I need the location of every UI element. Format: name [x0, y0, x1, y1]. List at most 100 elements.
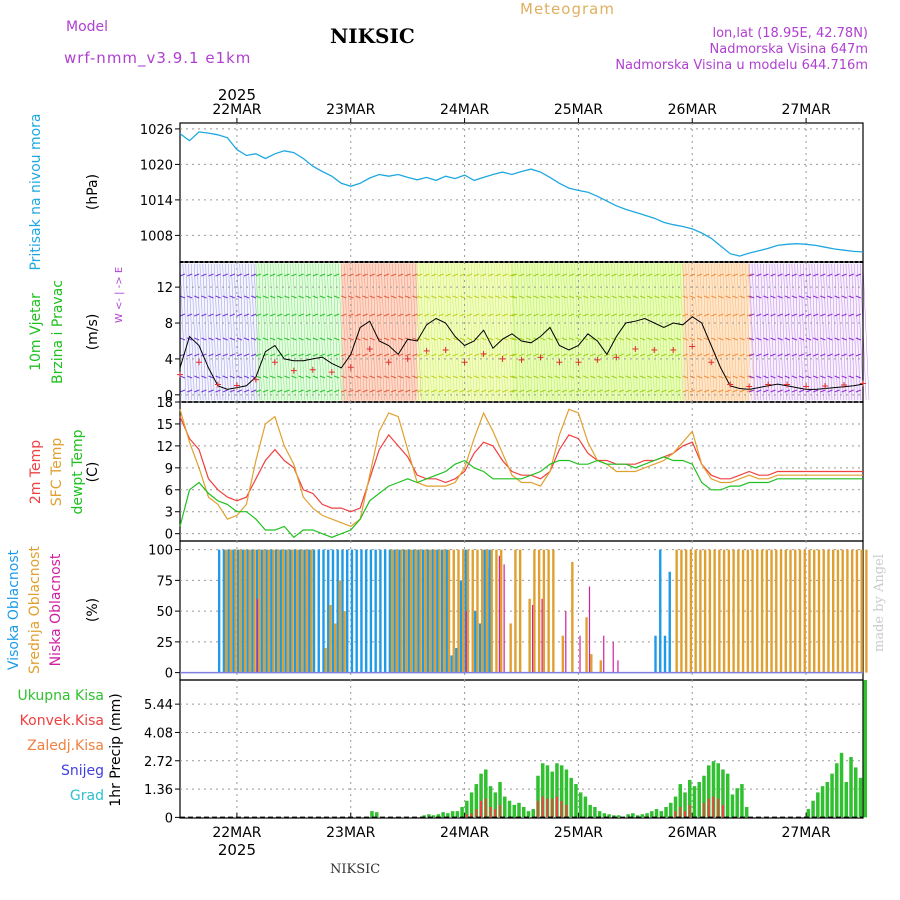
gust-marker [404, 355, 411, 362]
mid-cloud-bar [737, 549, 740, 673]
wind-barb [784, 337, 790, 341]
precip-total-bar [730, 794, 735, 818]
high-cloud-bar [241, 549, 245, 673]
mid-cloud-bar [296, 549, 299, 673]
wind-barb [186, 295, 193, 299]
precip-total-bar [374, 812, 379, 818]
precip-total-bar [370, 811, 374, 818]
wind-barb [333, 313, 340, 317]
wind-barb [805, 295, 812, 299]
wind-barb [646, 353, 653, 357]
temp-axis-label: SFC Temp [49, 438, 65, 507]
wind-barb [262, 389, 269, 393]
gust-marker [290, 367, 297, 374]
precip-total-bar [683, 792, 687, 818]
mid-cloud-bar [343, 611, 346, 673]
wind-barb [445, 389, 451, 393]
mid-cloud-bar [552, 549, 555, 673]
gust-marker [328, 369, 335, 376]
wind-barb [639, 295, 646, 299]
mid-cloud-bar [443, 549, 446, 673]
wind-barb [397, 389, 404, 393]
wind-barb [390, 337, 397, 341]
precip-total-bar [811, 800, 815, 818]
wind-barb [229, 295, 236, 299]
day-label-bottom: 24MAR [440, 825, 489, 841]
gust-marker [423, 347, 430, 354]
wind-barb [284, 313, 290, 317]
precip-conv-bar [480, 800, 483, 818]
high-cloud-bar [383, 549, 387, 673]
precip-total-bar [697, 781, 701, 818]
wind-barb [355, 389, 361, 393]
wind-barb [291, 353, 297, 357]
wind-barb [312, 295, 319, 299]
wind-barb [431, 353, 437, 357]
wind-barb [689, 313, 696, 317]
high-cloud-bar [251, 549, 254, 673]
wind-barb [682, 353, 688, 357]
wind-barb [305, 295, 311, 299]
wind-barb [526, 273, 532, 277]
wind-barb [341, 375, 347, 379]
mid-cloud-bar [239, 549, 242, 673]
high-cloud-bar [346, 549, 349, 673]
mid-cloud-bar [224, 549, 228, 673]
mid-cloud-bar [433, 549, 436, 673]
wind-barb [834, 353, 840, 357]
high-cloud-bar [436, 549, 439, 673]
wind-barb [748, 273, 755, 277]
high-cloud-bar [308, 549, 311, 673]
day-label-bottom: 26MAR [668, 825, 717, 841]
wind-barb [703, 273, 710, 277]
wind-barb [208, 389, 214, 393]
wind-barb [763, 273, 769, 277]
wind-barb [319, 313, 326, 317]
precip-conv-bar [674, 811, 677, 818]
wind-barb [732, 337, 738, 341]
wind-barb [661, 353, 667, 357]
wind-barb [756, 375, 762, 379]
precip-total-bar [588, 804, 592, 818]
wind-barb [725, 389, 731, 393]
wind-barb [405, 389, 411, 393]
precip-total-bar [493, 792, 498, 818]
wind-barb [841, 273, 847, 277]
wind-barb [438, 273, 444, 277]
mid-cloud-bar [272, 549, 275, 673]
wind-barb [326, 353, 333, 357]
wind-barb [424, 295, 430, 299]
wind-barb [748, 295, 755, 299]
wind-barb [431, 313, 437, 317]
precip-conv-bar [565, 804, 568, 818]
high-cloud-bar [398, 549, 401, 673]
wind-barb [526, 389, 532, 393]
wind-barb [243, 353, 250, 357]
wind-barb [763, 375, 769, 379]
wind-barb [459, 389, 466, 393]
y-tick-label: 15 [156, 418, 173, 433]
wind-barb [689, 353, 696, 357]
precip-total-bar [531, 809, 535, 818]
wind-barb-hatch [805, 263, 813, 401]
wind-barb [208, 273, 214, 277]
wind-barb [412, 375, 418, 379]
wind-barb [784, 273, 790, 277]
wind-barb [255, 375, 262, 379]
mid-cloud-bar [684, 549, 688, 673]
wind-barb [718, 353, 724, 357]
wind-barb [466, 273, 473, 277]
wind-barb [646, 273, 653, 277]
wind-barb [473, 313, 480, 317]
gust-marker [860, 380, 866, 387]
wind-barb-hatch [710, 263, 718, 401]
precip-conv-bar [702, 802, 705, 818]
y-tick-label: 0 [165, 389, 173, 404]
wind-barb [376, 353, 383, 357]
wind-barb [703, 353, 710, 357]
wind-barb-hatch [742, 263, 749, 401]
wind-barb [452, 295, 458, 299]
wind-barb [243, 337, 250, 341]
wind-barb [533, 295, 539, 299]
gust-marker [708, 359, 715, 366]
